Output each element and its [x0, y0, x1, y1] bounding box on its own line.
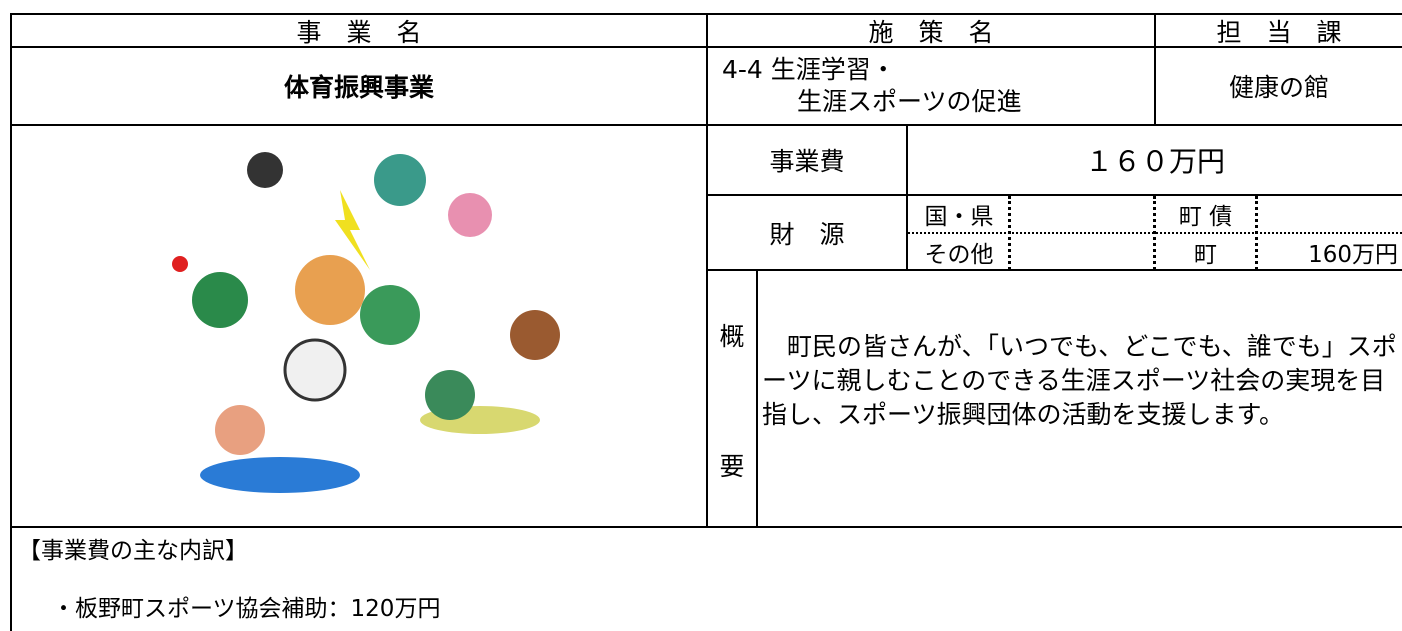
funding-cell: 国・県 — [924, 204, 994, 230]
rule — [906, 125, 908, 270]
header-cell: 事 業 名 — [296, 17, 422, 47]
rule — [707, 194, 1402, 196]
policy-line: 生涯スポーツの促進 — [797, 87, 1022, 116]
funding-cell: 町 債 — [1178, 204, 1233, 230]
funding-cell: 町 — [1194, 241, 1217, 268]
rule — [756, 270, 758, 528]
funding-cell: その他 — [924, 241, 994, 268]
breakdown-title: 【事業費の主な内訳】 — [18, 538, 248, 564]
illustration — [172, 152, 560, 493]
header-cell: 施 策 名 — [868, 17, 994, 47]
summary-label: 要 — [719, 452, 745, 481]
header-cell: 担 当 課 — [1216, 17, 1342, 47]
breakdown-item: ・板野町スポーツ協会補助：120万円 — [52, 596, 441, 622]
summary-text: 町民の皆さんが、「いつでも、どこでも、誰でも」スポーツに親しむことのできる生涯ス… — [762, 332, 1397, 429]
rule — [706, 13, 708, 528]
rule — [1154, 13, 1156, 125]
department: 健康の館 — [1228, 73, 1329, 102]
dotted-rule — [908, 232, 1402, 234]
policy-name: 4-4 生涯学習・ 生涯スポーツの促進 — [722, 50, 1152, 122]
cost-label: 事業費 — [769, 147, 845, 176]
business-name: 体育振興事業 — [283, 73, 434, 102]
funding-cell: 160万円 — [1308, 241, 1398, 268]
rule — [707, 269, 1402, 271]
rule — [10, 13, 12, 631]
policy-line: 4-4 生涯学習・ — [722, 55, 896, 84]
summary-label: 概 — [719, 322, 745, 351]
cost-value: １６０万円 — [1084, 145, 1225, 178]
funding-label: 財 源 — [769, 219, 845, 249]
